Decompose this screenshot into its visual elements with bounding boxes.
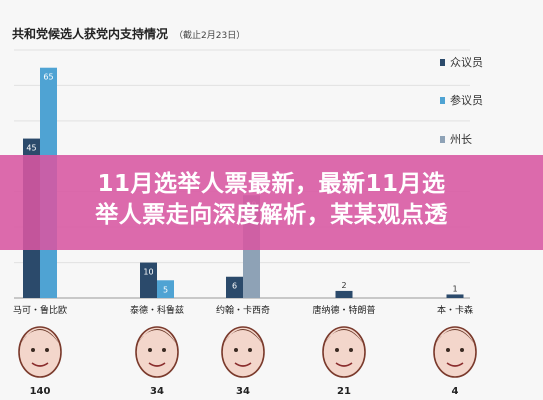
category-label: 约翰・卡西奇 xyxy=(216,304,270,316)
portrait-eye xyxy=(148,348,152,352)
portrait-eye xyxy=(460,348,464,352)
portrait-mouth xyxy=(446,362,464,367)
bar-value-label: 10 xyxy=(143,268,153,277)
legend-swatch xyxy=(440,97,445,104)
candidate-total: 21 xyxy=(337,386,351,397)
portrait-hair xyxy=(222,329,264,346)
portrait-eye xyxy=(248,348,252,352)
category-label: 泰德・科鲁兹 xyxy=(130,304,184,316)
bar xyxy=(226,276,243,298)
portrait-eye xyxy=(31,348,35,352)
bar-value-label: 2 xyxy=(341,281,346,290)
candidate-portrait xyxy=(135,326,179,378)
bar-value-label: 6 xyxy=(232,282,237,291)
bar-value-label: 45 xyxy=(26,144,36,153)
candidate-total: 34 xyxy=(150,386,164,397)
bar xyxy=(335,290,353,298)
legend-swatch xyxy=(440,136,445,143)
chart-date-note: （截止2月23日） xyxy=(174,31,246,41)
legend-label: 州长 xyxy=(450,133,472,146)
portrait-hair xyxy=(434,329,476,346)
headline-line-2: 举人票走向深度解析，某某观点透 xyxy=(95,202,448,228)
headline-line-1: 11月选举人票最新，最新11月选 xyxy=(97,171,446,197)
headline-banner: 11月选举人票最新，最新11月选 举人票走向深度解析，某某观点透 xyxy=(0,155,543,250)
portrait-hair xyxy=(323,329,365,346)
candidate-portrait xyxy=(433,326,477,378)
bar-value-label: 65 xyxy=(43,73,53,82)
candidate-total: 34 xyxy=(236,386,250,397)
portrait-mouth xyxy=(148,362,166,367)
portrait-eye xyxy=(349,348,353,352)
bar-value-label: 1 xyxy=(452,284,457,293)
category-label: 本・卡森 xyxy=(437,304,473,316)
portrait-hair xyxy=(136,329,178,346)
bar xyxy=(446,294,464,298)
bar xyxy=(140,262,157,298)
bar-value-label: 5 xyxy=(163,285,168,294)
category-label: 马可・鲁比欧 xyxy=(13,304,67,316)
portrait-mouth xyxy=(335,362,353,367)
portrait-mouth xyxy=(234,362,252,367)
candidate-total: 140 xyxy=(30,386,51,397)
portrait-hair xyxy=(19,329,61,346)
legend-label: 参议员 xyxy=(450,93,483,107)
legend-label: 众议员 xyxy=(450,56,483,69)
chart-title: 共和党候选人获党内支持情况 （截止2月23日） xyxy=(12,25,245,42)
candidate-portrait xyxy=(221,326,265,378)
candidate-portrait xyxy=(18,326,62,378)
chart-title-text: 共和党候选人获党内支持情况 xyxy=(12,27,169,41)
candidate-total: 4 xyxy=(452,386,459,397)
category-label: 唐纳德・特朗普 xyxy=(312,304,375,316)
portrait-eye xyxy=(45,348,49,352)
legend-swatch xyxy=(440,59,445,66)
candidate-portrait xyxy=(322,326,366,378)
portrait-eye xyxy=(162,348,166,352)
portrait-eye xyxy=(446,348,450,352)
portrait-mouth xyxy=(31,362,49,367)
portrait-eye xyxy=(335,348,339,352)
bar xyxy=(157,280,174,298)
portrait-eye xyxy=(234,348,238,352)
